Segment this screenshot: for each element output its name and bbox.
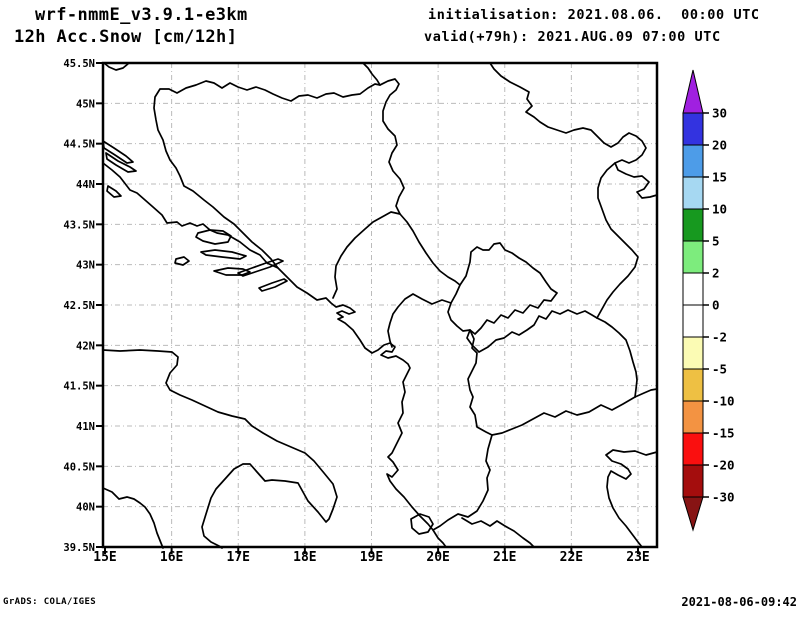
albania-greece-border <box>432 434 493 531</box>
colorbar-label: -20 <box>712 458 735 473</box>
colorbar-segment <box>682 400 704 434</box>
grads-credit: GrADS: COLA/IGES <box>3 597 97 607</box>
colorbar-segment <box>682 240 704 274</box>
variable-title: 12h Acc.Snow [cm/12h] <box>14 27 238 47</box>
colorbar-label: 15 <box>712 170 727 185</box>
dalmatian-albanian-coastline <box>102 162 447 548</box>
serbia-romania-danube <box>489 62 658 199</box>
x-axis-label: 17E <box>227 550 250 565</box>
italy-adriatic-coast <box>102 349 338 549</box>
colorbar-segment <box>682 208 704 242</box>
y-axis-label: 45N <box>76 98 95 110</box>
colorbar-segment <box>682 144 704 178</box>
x-axis-label: 16E <box>160 550 183 565</box>
serbia-bulgaria-border <box>596 162 639 319</box>
colorbar-segment <box>682 112 704 146</box>
macedonia-north-border <box>466 309 598 353</box>
colorbar-label: -5 <box>712 362 727 377</box>
thermaic-gulf-coast <box>605 449 658 548</box>
y-axis-label: 42N <box>76 340 95 352</box>
x-axis-label: 21E <box>493 550 516 565</box>
initialisation-time: initialisation: 2021.08.06. 00:00 UTC <box>428 7 760 23</box>
colorbar-label: -30 <box>712 490 735 505</box>
colorbar-label: -15 <box>712 426 735 441</box>
island-corfu <box>410 513 434 535</box>
colorbar-label: 30 <box>712 106 727 121</box>
island-pag-2 <box>105 152 137 173</box>
colorbar-under-triangle <box>682 496 704 532</box>
colorbar-segment <box>682 272 704 306</box>
colorbar-segment <box>682 464 704 498</box>
x-axis-label: 22E <box>560 550 583 565</box>
y-axis-label: 39.5N <box>63 542 95 554</box>
peljesac-peninsula <box>237 258 284 277</box>
bulgaria-greece-line <box>634 388 658 398</box>
montenegro-albania-border <box>387 293 452 348</box>
island-small <box>106 185 122 198</box>
colorbar-label: 20 <box>712 138 727 153</box>
kosovo-border <box>447 242 558 335</box>
greece-coast-segment <box>461 517 535 548</box>
valid-time: valid(+79h): 2021.AUG.09 07:00 UTC <box>424 29 721 45</box>
colorbar-label: 10 <box>712 202 727 217</box>
colorbar-segment <box>682 176 704 210</box>
x-axis-label: 19E <box>360 550 383 565</box>
colorbar-label: 0 <box>712 298 720 313</box>
macedonia-bulgaria-border <box>596 317 638 398</box>
x-axis-label: 20E <box>426 550 449 565</box>
model-title: wrf-nmmE_v3.9.1-e3km <box>35 5 248 25</box>
x-axis-label: 23E <box>626 550 649 565</box>
colorbar-segment <box>682 368 704 402</box>
colorbar-label: 5 <box>712 234 720 249</box>
creation-timestamp: 2021-08-06-09:42 <box>681 595 797 609</box>
y-axis-label: 41N <box>76 421 95 433</box>
y-axis-label: 43N <box>76 260 95 272</box>
island-brac <box>195 229 232 245</box>
x-axis-label: 18E <box>293 550 316 565</box>
italy-west-coast <box>102 487 164 549</box>
island-mljet <box>258 278 288 292</box>
island-korcula <box>213 267 251 276</box>
colorbar-segment <box>682 432 704 466</box>
x-axis-label: 15E <box>93 550 116 565</box>
colorbar-label: 2 <box>712 266 720 281</box>
bosnia-montenegro-border <box>332 211 401 299</box>
y-axis-label: 40N <box>76 502 95 514</box>
croatia-serbia-border <box>362 62 381 86</box>
colorbar-label: -2 <box>712 330 727 345</box>
y-axis-label: 40.5N <box>63 461 95 473</box>
island-hvar <box>200 249 247 260</box>
drina-serbia-border <box>379 78 461 286</box>
croatia-bosnia-border <box>153 80 381 269</box>
colorbar-segment <box>682 304 704 338</box>
macedonia-greece-border <box>491 396 636 436</box>
albania-macedonia-border <box>467 329 493 436</box>
y-axis-label: 45.5N <box>63 58 95 70</box>
island-pag-1 <box>102 140 134 164</box>
colorbar-segment <box>682 336 704 370</box>
y-axis-label: 41.5N <box>63 381 95 393</box>
istria-coast-dip <box>103 62 130 71</box>
y-axis-label: 44N <box>76 179 95 191</box>
y-axis-label: 42.5N <box>63 300 95 312</box>
colorbar-over-triangle <box>682 69 704 114</box>
colorbar-label: -10 <box>712 394 735 409</box>
y-axis-label: 43.5N <box>63 219 95 231</box>
y-axis-label: 44.5N <box>63 139 95 151</box>
island-vis <box>174 256 190 266</box>
